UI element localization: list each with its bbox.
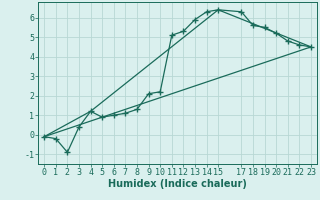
- X-axis label: Humidex (Indice chaleur): Humidex (Indice chaleur): [108, 179, 247, 189]
